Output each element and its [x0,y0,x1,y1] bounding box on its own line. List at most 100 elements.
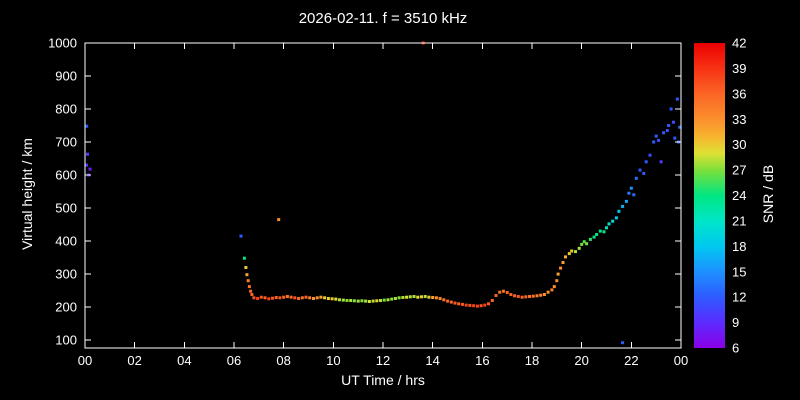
data-point [498,290,502,294]
y-tick-label: 800 [55,102,77,117]
colorbar-tick-label: 9 [732,315,739,330]
data-point [464,303,468,307]
data-point [555,279,559,283]
y-tick-label: 1000 [48,36,77,51]
data-point [271,296,274,300]
data-point [86,152,89,156]
y-tick-label: 500 [55,201,77,216]
colorbar-tick-label: 36 [732,86,746,101]
data-point [483,303,487,307]
data-point [457,302,461,306]
colorbar-tick-label: 21 [732,213,746,228]
data-point [490,299,494,302]
data-point [401,296,405,299]
colorbar-tick-label: 6 [732,341,739,356]
data-point [556,272,560,276]
data-point [524,295,528,299]
data-point [669,107,673,111]
data-point [582,240,586,244]
data-point [520,295,524,299]
data-point [550,288,554,292]
colorbar-tick-label: 27 [732,163,746,178]
data-point [345,299,349,302]
data-point [420,295,423,299]
data-point [453,301,457,305]
data-point [595,233,599,236]
data-point [85,124,89,128]
data-point [239,234,243,238]
x-axis-label: UT Time / hrs [341,372,425,388]
x-tick-label: 18 [525,353,539,368]
data-point [598,229,602,233]
data-point [408,295,412,299]
data-point [552,285,556,289]
data-point [250,293,254,296]
data-point [249,289,253,293]
data-point [501,289,505,293]
colorbar-tick-label: 24 [732,188,746,203]
colorbar-label: SNR / dB [760,164,776,224]
data-point [528,295,531,298]
data-point [367,300,371,303]
y-tick-label: 600 [55,168,77,183]
x-axis-ticks [84,43,682,348]
y-tick-label: 700 [55,135,77,150]
data-point [263,296,267,300]
data-point [580,242,584,246]
x-tick-label: 10 [326,353,340,368]
data-point [427,295,431,299]
data-point [297,297,301,300]
data-point [588,237,592,241]
data-point [326,297,330,300]
data-point [252,296,256,300]
data-point [300,296,304,300]
data-point [349,299,353,302]
data-point [642,171,646,175]
data-point [559,266,563,270]
x-tick-label: 12 [376,353,390,368]
data-point [617,209,621,213]
x-tick-label: 22 [624,353,638,368]
colorbar-tick-label: 42 [732,36,746,51]
data-point [438,297,442,300]
data-point [375,299,379,303]
data-point [570,249,574,253]
data-point [442,298,446,302]
data-point [542,293,546,296]
data-point [657,138,661,142]
y-tick-label: 100 [55,333,77,348]
data-point [516,295,520,298]
data-point [607,222,611,226]
data-point [662,131,666,135]
data-point [356,299,360,303]
data-point [632,193,636,197]
data-point [539,293,543,297]
data-point [621,204,625,208]
colorbar-tick-label: 39 [732,61,746,76]
data-point [513,294,517,298]
y-tick-label: 400 [55,234,77,249]
x-tick-label: 00 [674,353,688,368]
data-point [405,295,409,299]
data-point [282,295,286,299]
data-point [289,295,293,299]
data-point [246,279,250,283]
data-point [334,297,338,301]
data-point [509,293,513,296]
x-tick-label: 02 [127,353,141,368]
data-point [487,302,490,306]
x-tick-label: 16 [475,353,489,368]
data-point [475,304,479,308]
data-point [267,297,271,301]
data-point [379,299,382,302]
data-point [242,256,246,260]
colorbar [694,43,725,348]
data-point [611,219,615,223]
colorbar-tick-label: 18 [732,239,746,254]
x-tick-label: 20 [574,353,588,368]
y-axis-label: Virtual height / km [19,138,35,250]
data-point [577,246,581,250]
data-point [319,295,323,299]
